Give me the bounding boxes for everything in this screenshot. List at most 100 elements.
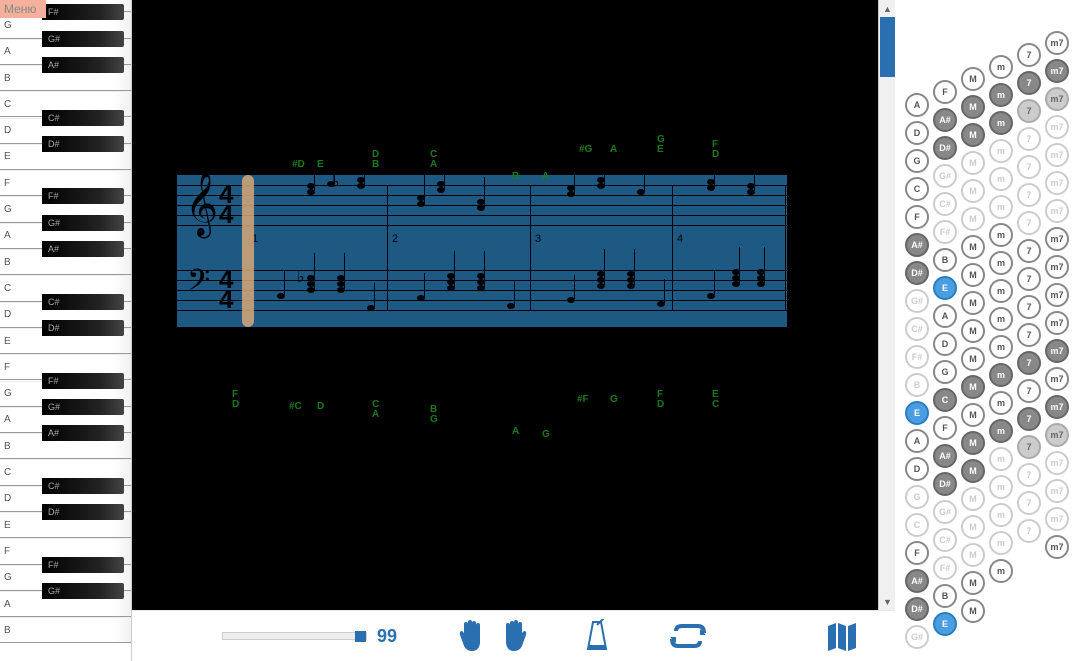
accordion-button-m7[interactable]: m7 bbox=[1045, 451, 1069, 475]
left-hand-button[interactable] bbox=[457, 619, 487, 653]
accordion-button-B[interactable]: B bbox=[933, 584, 957, 608]
accordion-button-G[interactable]: G bbox=[905, 149, 929, 173]
accordion-button-m[interactable]: m bbox=[989, 363, 1013, 387]
black-key-D#[interactable]: D# bbox=[42, 136, 124, 152]
accordion-button-m7[interactable]: m7 bbox=[1045, 507, 1069, 531]
accordion-button-D#[interactable]: D# bbox=[933, 136, 957, 160]
accordion-button-m7[interactable]: m7 bbox=[1045, 311, 1069, 335]
accordion-button-F[interactable]: F bbox=[905, 541, 929, 565]
accordion-button-G[interactable]: G bbox=[933, 360, 957, 384]
accordion-button-7[interactable]: 7 bbox=[1017, 183, 1041, 207]
accordion-button-7[interactable]: 7 bbox=[1017, 463, 1041, 487]
accordion-button-m[interactable]: m bbox=[989, 307, 1013, 331]
black-key-G#[interactable]: G# bbox=[42, 215, 124, 231]
accordion-button-A#[interactable]: A# bbox=[933, 444, 957, 468]
accordion-button-M[interactable]: M bbox=[961, 207, 985, 231]
accordion-button-G#[interactable]: G# bbox=[905, 289, 929, 313]
accordion-button-m7[interactable]: m7 bbox=[1045, 199, 1069, 223]
accordion-button-F[interactable]: F bbox=[933, 416, 957, 440]
accordion-button-B[interactable]: B bbox=[933, 248, 957, 272]
accordion-button-E[interactable]: E bbox=[933, 276, 957, 300]
accordion-button-m7[interactable]: m7 bbox=[1045, 59, 1069, 83]
black-key-C#[interactable]: C# bbox=[42, 294, 124, 310]
accordion-button-C#[interactable]: C# bbox=[905, 317, 929, 341]
accordion-button-m[interactable]: m bbox=[989, 167, 1013, 191]
accordion-button-m[interactable]: m bbox=[989, 335, 1013, 359]
black-key-C#[interactable]: C# bbox=[42, 110, 124, 126]
accordion-button-M[interactable]: M bbox=[961, 599, 985, 623]
accordion-button-M[interactable]: M bbox=[961, 151, 985, 175]
accordion-button-7[interactable]: 7 bbox=[1017, 295, 1041, 319]
black-key-C#[interactable]: C# bbox=[42, 478, 124, 494]
overview-button[interactable] bbox=[826, 620, 858, 652]
accordion-button-M[interactable]: M bbox=[961, 347, 985, 371]
metronome-button[interactable] bbox=[584, 619, 610, 653]
accordion-button-m7[interactable]: m7 bbox=[1045, 227, 1069, 251]
accordion-button-M[interactable]: M bbox=[961, 431, 985, 455]
accordion-button-m7[interactable]: m7 bbox=[1045, 423, 1069, 447]
accordion-button-7[interactable]: 7 bbox=[1017, 267, 1041, 291]
accordion-button-m[interactable]: m bbox=[989, 419, 1013, 443]
accordion-button-7[interactable]: 7 bbox=[1017, 435, 1041, 459]
black-key-G#[interactable]: G# bbox=[42, 31, 124, 47]
accordion-button-m[interactable]: m bbox=[989, 83, 1013, 107]
accordion-button-M[interactable]: M bbox=[961, 263, 985, 287]
accordion-button-F#[interactable]: F# bbox=[933, 220, 957, 244]
accordion-button-m[interactable]: m bbox=[989, 447, 1013, 471]
scroll-thumb[interactable] bbox=[880, 17, 895, 77]
accordion-button-m[interactable]: m bbox=[989, 391, 1013, 415]
black-key-F#[interactable]: F# bbox=[42, 557, 124, 573]
accordion-button-m7[interactable]: m7 bbox=[1045, 535, 1069, 559]
accordion-button-A[interactable]: A bbox=[905, 93, 929, 117]
accordion-button-m7[interactable]: m7 bbox=[1045, 115, 1069, 139]
black-key-D#[interactable]: D# bbox=[42, 504, 124, 520]
accordion-button-m[interactable]: m bbox=[989, 195, 1013, 219]
accordion-button-7[interactable]: 7 bbox=[1017, 379, 1041, 403]
black-key-A#[interactable]: A# bbox=[42, 241, 124, 257]
accordion-button-M[interactable]: M bbox=[961, 235, 985, 259]
accordion-button-D#[interactable]: D# bbox=[905, 261, 929, 285]
accordion-button-M[interactable]: M bbox=[961, 291, 985, 315]
accordion-button-M[interactable]: M bbox=[961, 403, 985, 427]
accordion-button-7[interactable]: 7 bbox=[1017, 71, 1041, 95]
accordion-button-F[interactable]: F bbox=[933, 80, 957, 104]
accordion-button-m[interactable]: m bbox=[989, 279, 1013, 303]
black-key-F#[interactable]: F# bbox=[42, 4, 124, 20]
accordion-button-E[interactable]: E bbox=[905, 401, 929, 425]
accordion-button-m[interactable]: m bbox=[989, 139, 1013, 163]
accordion-button-G#[interactable]: G# bbox=[905, 625, 929, 649]
accordion-button-7[interactable]: 7 bbox=[1017, 99, 1041, 123]
accordion-button-m[interactable]: m bbox=[989, 223, 1013, 247]
accordion-button-m7[interactable]: m7 bbox=[1045, 87, 1069, 111]
black-key-F#[interactable]: F# bbox=[42, 188, 124, 204]
white-key-B[interactable]: B bbox=[0, 617, 132, 643]
accordion-button-G#[interactable]: G# bbox=[933, 500, 957, 524]
scroll-down-button[interactable]: ▼ bbox=[879, 593, 896, 610]
accordion-button-m[interactable]: m bbox=[989, 503, 1013, 527]
accordion-button-m[interactable]: m bbox=[989, 475, 1013, 499]
accordion-button-A[interactable]: A bbox=[905, 429, 929, 453]
black-key-G#[interactable]: G# bbox=[42, 399, 124, 415]
accordion-button-7[interactable]: 7 bbox=[1017, 239, 1041, 263]
accordion-button-E[interactable]: E bbox=[933, 612, 957, 636]
accordion-button-m[interactable]: m bbox=[989, 111, 1013, 135]
accordion-button-7[interactable]: 7 bbox=[1017, 351, 1041, 375]
accordion-button-M[interactable]: M bbox=[961, 515, 985, 539]
accordion-button-M[interactable]: M bbox=[961, 375, 985, 399]
accordion-button-D[interactable]: D bbox=[905, 121, 929, 145]
accordion-button-B[interactable]: B bbox=[905, 373, 929, 397]
tempo-slider[interactable] bbox=[222, 632, 367, 640]
accordion-button-7[interactable]: 7 bbox=[1017, 407, 1041, 431]
black-key-A#[interactable]: A# bbox=[42, 425, 124, 441]
accordion-button-m7[interactable]: m7 bbox=[1045, 339, 1069, 363]
accordion-button-M[interactable]: M bbox=[961, 123, 985, 147]
accordion-button-M[interactable]: M bbox=[961, 95, 985, 119]
accordion-button-C[interactable]: C bbox=[933, 388, 957, 412]
accordion-button-F#[interactable]: F# bbox=[905, 345, 929, 369]
accordion-button-A#[interactable]: A# bbox=[933, 108, 957, 132]
accordion-button-7[interactable]: 7 bbox=[1017, 211, 1041, 235]
accordion-button-M[interactable]: M bbox=[961, 543, 985, 567]
accordion-button-7[interactable]: 7 bbox=[1017, 519, 1041, 543]
accordion-button-M[interactable]: M bbox=[961, 319, 985, 343]
accordion-button-D#[interactable]: D# bbox=[933, 472, 957, 496]
